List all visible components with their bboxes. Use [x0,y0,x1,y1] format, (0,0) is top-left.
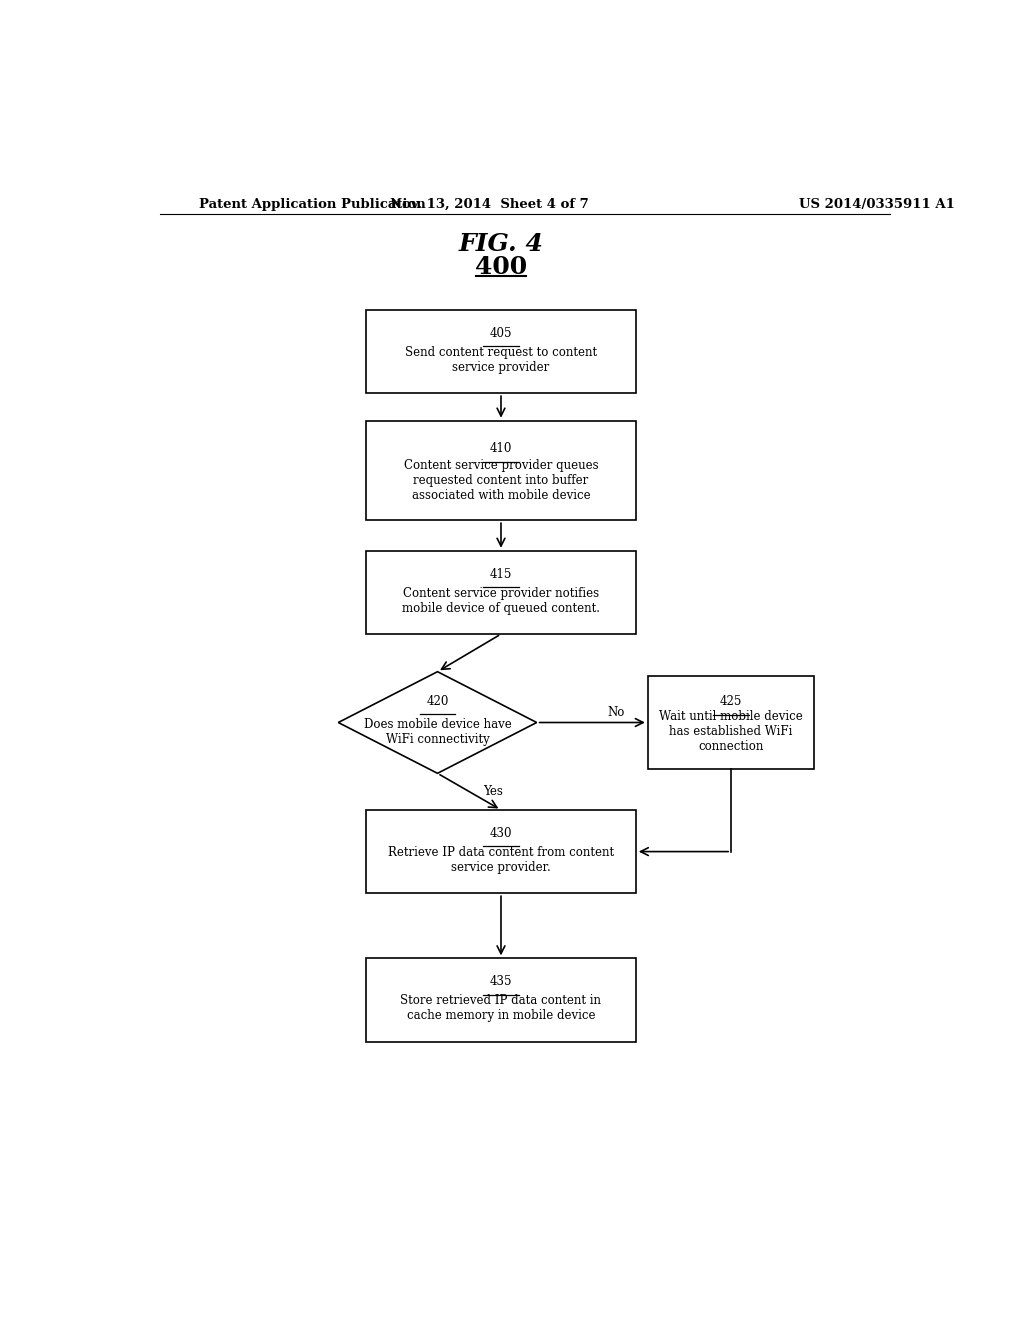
Text: 430: 430 [489,826,512,840]
Text: 425: 425 [720,696,742,709]
Text: 435: 435 [489,975,512,989]
FancyBboxPatch shape [366,810,636,894]
Text: Store retrieved IP data content in
cache memory in mobile device: Store retrieved IP data content in cache… [400,994,601,1022]
Text: Send content request to content
service provider: Send content request to content service … [404,346,597,374]
Text: 420: 420 [426,694,449,708]
Text: Nov. 13, 2014  Sheet 4 of 7: Nov. 13, 2014 Sheet 4 of 7 [390,198,589,211]
Text: Patent Application Publication: Patent Application Publication [200,198,426,211]
Text: Retrieve IP data content from content
service provider.: Retrieve IP data content from content se… [388,846,614,874]
Text: FIG. 4: FIG. 4 [459,232,544,256]
Text: Content service provider queues
requested content into buffer
associated with mo: Content service provider queues requeste… [403,459,598,502]
FancyBboxPatch shape [366,550,636,634]
Text: Wait until mobile device
has established WiFi
connection: Wait until mobile device has established… [659,710,803,754]
Text: 405: 405 [489,326,512,339]
Text: Does mobile device have
WiFi connectivity: Does mobile device have WiFi connectivit… [364,718,511,746]
FancyBboxPatch shape [366,421,636,520]
FancyBboxPatch shape [366,310,636,393]
Text: Content service provider notifies
mobile device of queued content.: Content service provider notifies mobile… [402,586,600,615]
Text: US 2014/0335911 A1: US 2014/0335911 A1 [799,198,954,211]
Text: No: No [607,706,625,719]
Text: 415: 415 [489,568,512,581]
Text: Yes: Yes [483,785,503,799]
FancyBboxPatch shape [648,676,814,770]
Polygon shape [338,672,537,774]
Text: 410: 410 [489,442,512,455]
FancyBboxPatch shape [366,958,636,1041]
Text: 400: 400 [475,255,527,279]
